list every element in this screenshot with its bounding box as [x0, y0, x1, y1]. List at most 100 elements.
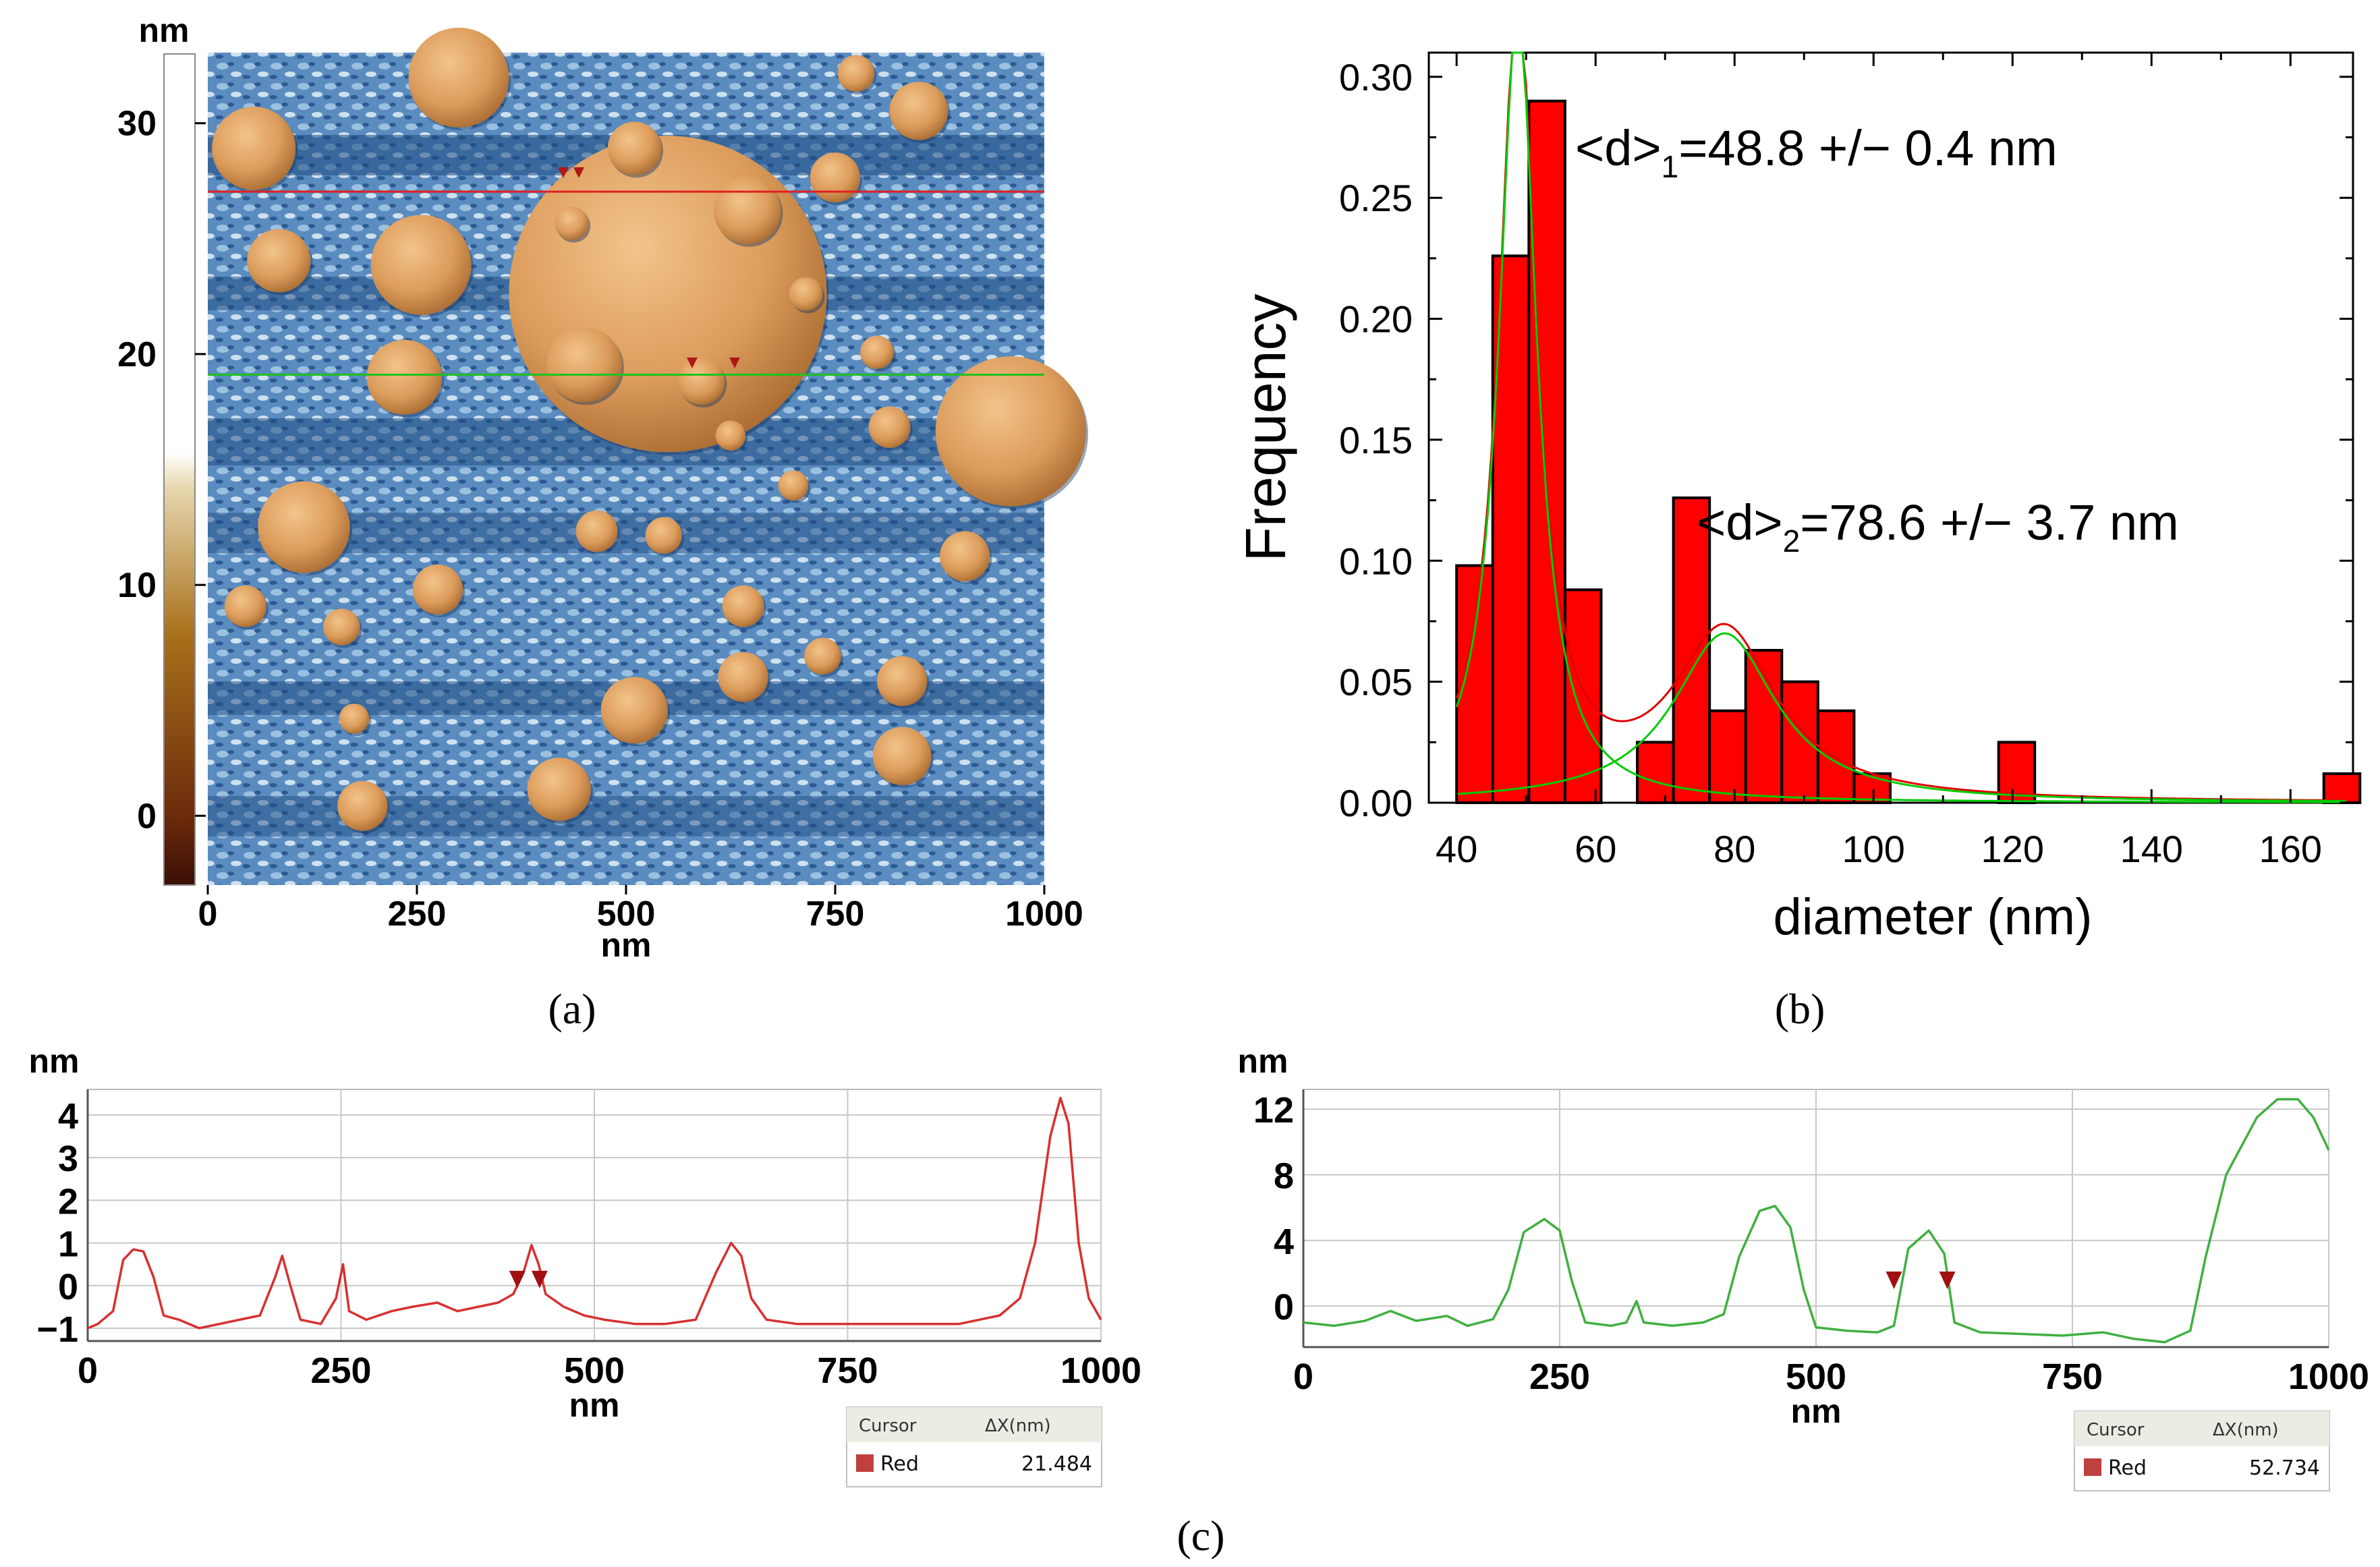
histogram-bar	[1852, 772, 1892, 804]
profile-x-tick-label: 750	[2042, 1357, 2103, 1397]
height-profile-line	[1303, 1098, 2330, 1344]
particle	[600, 677, 669, 744]
x-tick-label: 160	[2259, 828, 2322, 870]
cursor-arrow-icon	[1939, 1271, 1956, 1289]
afm-x-tick-label: 750	[806, 894, 865, 934]
profile-x-tick-label: 0	[78, 1350, 98, 1391]
cursor-arrow-icon	[531, 1270, 548, 1288]
particle	[810, 152, 861, 203]
particle	[509, 136, 827, 453]
profile-y-tick-label: 1	[58, 1224, 78, 1265]
annotation-d1: <d>1=48.8 +/− 0.4 nm	[1575, 120, 2058, 184]
x-tick-label: 60	[1575, 828, 1616, 870]
profile-x-tick-label: 500	[564, 1350, 625, 1391]
histogram-bar	[1708, 709, 1747, 804]
x-tick-label: 100	[1842, 828, 1905, 870]
cursor-table-col-dx: ΔX(nm)	[985, 1416, 1051, 1436]
annotation-d1-suffix: =48.8 +/− 0.4 nm	[1678, 120, 2058, 176]
scale-tick-label: 20	[117, 335, 157, 374]
scale-tick-label: 30	[117, 105, 157, 144]
histogram-ylabel: Frequency	[1234, 294, 1297, 562]
profile-y-tick-label: 3	[58, 1139, 78, 1179]
cursor-table-col-dx: ΔX(nm)	[2213, 1420, 2279, 1440]
cursor-delta-value: 52.734	[2249, 1456, 2320, 1480]
scale-tick-label: 0	[137, 797, 157, 836]
fit-curve	[1455, 51, 2346, 803]
cursor-marker-icon	[729, 358, 740, 368]
particle	[575, 510, 618, 552]
profile-y-tick-label: −1	[36, 1309, 78, 1350]
y-tick-label: 0.05	[1339, 661, 1413, 704]
profile-lines	[208, 190, 1044, 376]
profile-y-tick-label: 4	[1274, 1222, 1294, 1262]
profile-y-tick-label: 0	[58, 1267, 78, 1307]
particle	[778, 470, 809, 501]
cursor-table-header	[2074, 1411, 2329, 1446]
x-tick-label: 140	[2120, 828, 2183, 870]
cursor-color-swatch	[856, 1454, 874, 1472]
annotation-d2-suffix: =78.6 +/− 3.7 nm	[1800, 494, 2179, 550]
annotation-d1-prefix: <d>	[1575, 120, 1662, 176]
particle	[527, 758, 591, 821]
y-tick-label: 0.10	[1339, 540, 1413, 582]
particle	[408, 27, 509, 128]
particle	[722, 585, 764, 627]
profile-x-tick-label: 500	[1786, 1357, 1846, 1397]
particle	[555, 206, 589, 240]
particle	[247, 229, 311, 293]
cursor-row-label: Red	[2108, 1456, 2147, 1480]
cursor-marker-icon	[558, 167, 569, 178]
histogram-bar	[1491, 254, 1531, 805]
histogram-bar	[1816, 709, 1856, 804]
particle	[323, 608, 360, 646]
histogram-x-ticks: 40 60 80 100 120 140 160	[1436, 53, 2322, 870]
caption-b: (b)	[1775, 985, 1825, 1033]
afm-image	[208, 27, 1088, 885]
profile-y-tick-label: 0	[1274, 1287, 1294, 1328]
profile-y-tick-label: 4	[58, 1096, 78, 1137]
histogram-xlabel: diameter (nm)	[1774, 888, 2093, 946]
profile-y-tick-label: 12	[1253, 1090, 1294, 1131]
cursor-color-swatch	[2084, 1458, 2101, 1476]
afm-x-tick-label: 0	[198, 894, 218, 934]
afm-height-image-panel: nm 0 10 20 30 0 250 500 750 1000 nm (a)	[117, 11, 1088, 1033]
profile-x-tick-label: 250	[1529, 1357, 1590, 1397]
profile-x-tick-label: 0	[1293, 1357, 1313, 1397]
cursor-arrow-icon	[509, 1270, 526, 1288]
particle	[370, 215, 472, 315]
profile-y-unit: nm	[29, 1042, 80, 1080]
profile-y-tick-label: 8	[1274, 1156, 1294, 1197]
profile-y-unit: nm	[1238, 1042, 1288, 1080]
particle	[889, 82, 948, 140]
profile-y-tick-label: 2	[58, 1181, 78, 1222]
afm-x-tick-label: 250	[388, 894, 447, 934]
cursor-marker-icon	[573, 167, 584, 178]
annotation-d1-sub: 1	[1662, 149, 1679, 184]
cursor-arrow-icon	[1886, 1271, 1902, 1289]
particle	[677, 358, 725, 405]
particle	[546, 327, 622, 403]
particle	[339, 703, 370, 734]
particle	[789, 277, 823, 311]
caption-a: (a)	[548, 985, 596, 1033]
cursor-row-label: Red	[880, 1452, 919, 1476]
histogram-bar	[1563, 588, 1603, 805]
particle	[868, 406, 911, 449]
y-tick-label: 0.30	[1339, 56, 1413, 98]
profile-x-unit: nm	[1791, 1392, 1842, 1430]
particle	[940, 531, 990, 581]
particle	[258, 481, 350, 573]
afm-x-tick-label: 1000	[1005, 894, 1083, 934]
y-tick-label: 0.25	[1339, 177, 1413, 219]
y-tick-label: 0.20	[1339, 298, 1413, 341]
cursor-table-header	[847, 1407, 1102, 1442]
particle	[714, 177, 781, 244]
histogram-bar	[1780, 680, 1819, 804]
cursor-table-col-cursor: Cursor	[859, 1416, 917, 1436]
particle	[935, 356, 1086, 507]
profile-x-unit: nm	[569, 1386, 620, 1424]
scale-tick-label: 10	[117, 566, 157, 605]
annotation-d2-prefix: <d>	[1697, 494, 1783, 550]
profile-x-tick-label: 250	[310, 1350, 371, 1391]
